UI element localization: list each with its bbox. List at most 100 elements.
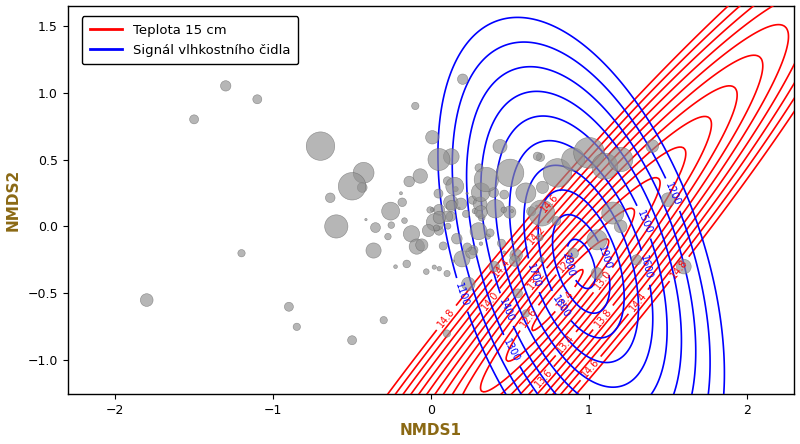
- Point: [282, 303, 295, 310]
- Point: [314, 143, 327, 150]
- Point: [346, 337, 358, 344]
- Point: [441, 330, 454, 337]
- Text: 1300: 1300: [502, 337, 522, 364]
- Legend: Teplota 15 cm, Signál vlhkostního čidla: Teplota 15 cm, Signál vlhkostního čidla: [82, 16, 298, 64]
- Point: [346, 183, 358, 190]
- Point: [534, 154, 547, 161]
- Text: 13.4: 13.4: [555, 333, 577, 355]
- Point: [428, 264, 441, 271]
- Point: [420, 268, 433, 275]
- Point: [531, 153, 544, 160]
- Point: [606, 210, 619, 217]
- Text: 13.6: 13.6: [533, 367, 554, 389]
- Point: [358, 169, 370, 176]
- Text: 1500: 1500: [635, 209, 654, 235]
- Point: [290, 323, 303, 330]
- Point: [630, 256, 643, 263]
- Point: [324, 194, 337, 201]
- Point: [433, 206, 446, 214]
- Point: [426, 206, 438, 213]
- Text: 14.4: 14.4: [628, 290, 649, 313]
- Point: [474, 200, 486, 207]
- Point: [480, 176, 493, 183]
- Point: [433, 227, 446, 234]
- Point: [140, 297, 153, 304]
- Text: 13.8: 13.8: [592, 306, 614, 329]
- Point: [472, 228, 485, 235]
- Point: [466, 197, 479, 204]
- Point: [494, 143, 506, 150]
- Point: [414, 172, 426, 179]
- Text: 14.8: 14.8: [436, 306, 457, 329]
- Point: [432, 190, 445, 197]
- Point: [473, 164, 486, 171]
- Point: [398, 217, 411, 224]
- Point: [474, 189, 487, 196]
- Point: [396, 199, 409, 206]
- Point: [462, 281, 474, 288]
- Text: 13.2: 13.2: [526, 269, 547, 292]
- Point: [454, 200, 467, 207]
- Point: [437, 242, 450, 250]
- Point: [369, 224, 382, 231]
- Point: [469, 207, 482, 214]
- Point: [473, 210, 486, 217]
- Point: [461, 244, 474, 251]
- Point: [590, 270, 603, 277]
- Point: [385, 222, 398, 229]
- Point: [507, 239, 520, 246]
- Point: [510, 252, 522, 259]
- Point: [535, 210, 548, 217]
- Text: 14.4: 14.4: [491, 256, 513, 279]
- Point: [461, 190, 474, 197]
- Text: 1900: 1900: [597, 245, 614, 271]
- Point: [590, 236, 603, 243]
- Point: [382, 233, 394, 240]
- Text: 1200: 1200: [663, 181, 682, 208]
- Point: [450, 186, 462, 193]
- Point: [474, 208, 487, 215]
- Point: [405, 230, 418, 238]
- Point: [410, 243, 423, 250]
- Point: [441, 270, 454, 277]
- Point: [400, 260, 413, 267]
- Point: [488, 263, 501, 270]
- Text: 14.2: 14.2: [526, 223, 548, 246]
- Point: [378, 317, 390, 324]
- Point: [498, 206, 510, 214]
- Point: [433, 214, 446, 221]
- Point: [441, 178, 454, 185]
- Point: [456, 75, 469, 83]
- Text: 14.6: 14.6: [538, 191, 560, 214]
- Point: [536, 184, 549, 191]
- Point: [484, 229, 497, 236]
- Point: [445, 202, 458, 210]
- Point: [474, 240, 487, 247]
- Point: [445, 153, 458, 160]
- Point: [367, 247, 380, 254]
- Point: [447, 258, 460, 265]
- Text: 2000: 2000: [561, 251, 576, 277]
- Text: 12.8: 12.8: [556, 252, 578, 274]
- Point: [614, 156, 627, 163]
- Point: [567, 156, 580, 163]
- Text: 1800: 1800: [550, 293, 571, 319]
- X-axis label: NMDS1: NMDS1: [400, 424, 462, 438]
- Point: [448, 183, 461, 190]
- Point: [550, 218, 562, 225]
- Point: [219, 82, 232, 89]
- Point: [662, 196, 674, 203]
- Point: [487, 189, 500, 196]
- Point: [567, 250, 580, 257]
- Text: 14.8: 14.8: [669, 258, 690, 281]
- Point: [409, 103, 422, 110]
- Point: [441, 213, 454, 220]
- Point: [511, 290, 524, 297]
- Text: 1700: 1700: [525, 262, 542, 289]
- Point: [495, 240, 508, 247]
- Point: [678, 263, 690, 270]
- Point: [251, 96, 264, 103]
- Point: [384, 208, 397, 215]
- Point: [482, 233, 494, 240]
- Point: [426, 134, 438, 141]
